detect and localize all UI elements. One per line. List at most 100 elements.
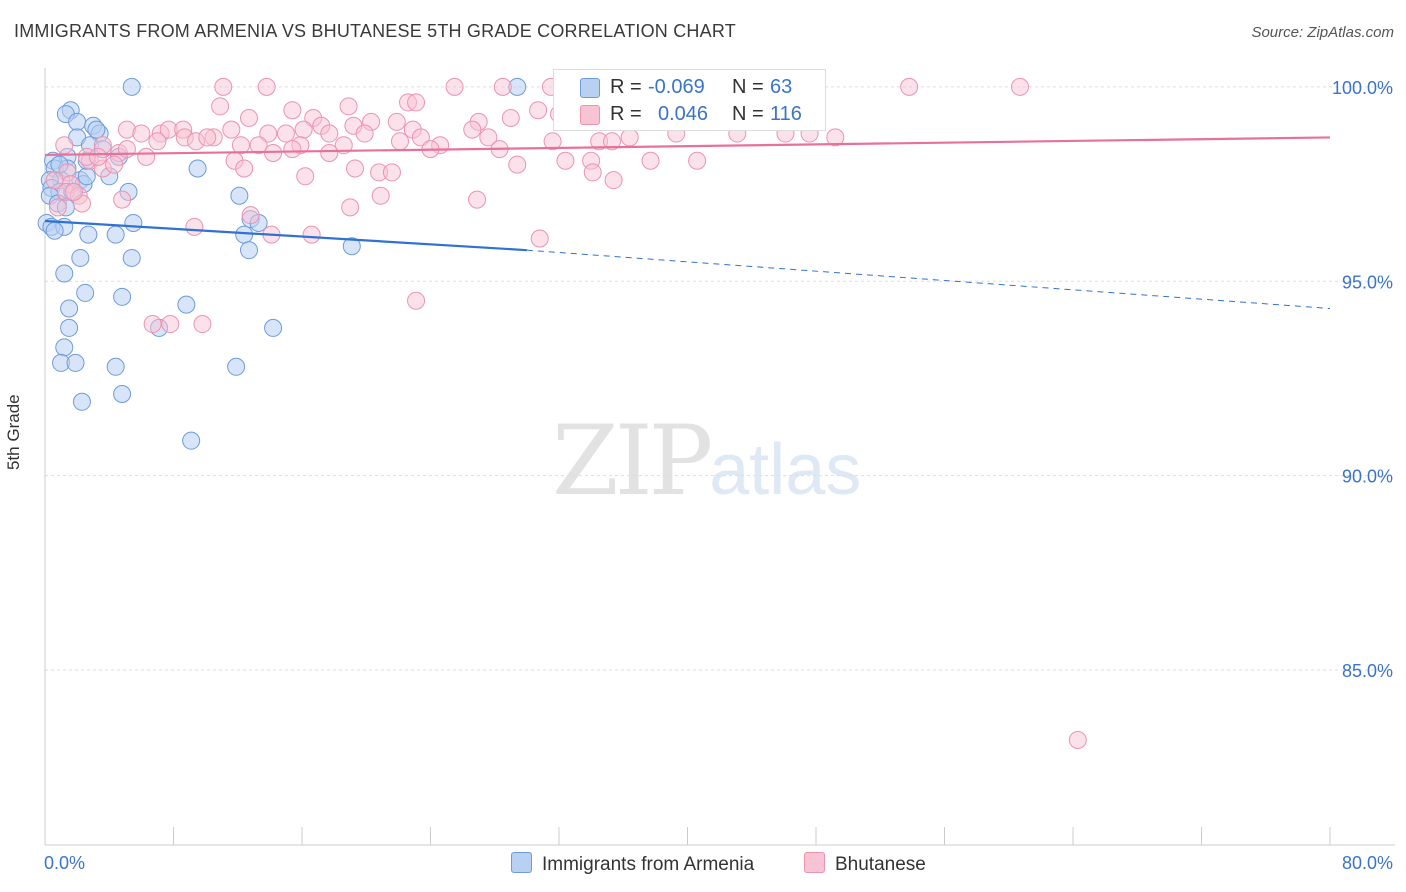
zipatlas-watermark: ZIPatlas: [552, 405, 861, 517]
armenia-point: [113, 385, 132, 404]
bhutanese-point: [283, 101, 302, 120]
bhutanese-point: [341, 198, 360, 217]
y-tick-label: 85.0%: [1342, 661, 1393, 681]
bhutanese-point: [334, 136, 353, 155]
bhutanese-point: [479, 128, 498, 147]
bhutanese-point: [603, 132, 622, 151]
bhutanese-point: [235, 159, 254, 178]
bhutanese-point: [508, 155, 527, 174]
bhutanese-point: [407, 93, 426, 112]
bhutanese-point: [529, 101, 548, 120]
bhutanese-point: [132, 124, 151, 143]
bhutanese-point: [339, 97, 358, 116]
bhutanese-point: [148, 132, 167, 151]
bhutanese-point: [276, 124, 295, 143]
bhutanese-point: [302, 225, 321, 244]
bhutanese-point: [185, 217, 204, 236]
bhutanese-point: [320, 124, 339, 143]
y-tick-label: 100.0%: [1332, 78, 1393, 98]
series-bhutanese-points: [45, 77, 1087, 750]
bhutanese-point: [583, 163, 602, 182]
armenia-trend-extension: [526, 249, 1331, 309]
legend-n-label: N =: [732, 103, 764, 125]
armenia-point: [76, 283, 95, 302]
axes: [44, 68, 1395, 846]
armenia-point: [227, 357, 246, 376]
armenia-point: [177, 295, 196, 314]
bhutanese-point: [55, 136, 74, 155]
bhutanese-point: [222, 120, 241, 139]
bhutanese-point: [445, 77, 464, 96]
x-tick-label: 0.0%: [44, 853, 85, 873]
y-tick-label: 95.0%: [1342, 272, 1393, 292]
watermark-zip: ZIP: [552, 405, 713, 517]
armenia-point: [55, 338, 74, 357]
bhutanese-point: [463, 120, 482, 139]
armenia-point: [77, 167, 96, 186]
bhutanese-point: [239, 108, 258, 127]
chart-source: Source: ZipAtlas.com: [1251, 24, 1394, 41]
armenia-point: [124, 213, 143, 232]
bhutanese-point: [198, 128, 217, 147]
armenia-point: [71, 248, 90, 267]
bhutanese-point: [641, 151, 660, 170]
watermark-atlas: atlas: [709, 430, 862, 510]
bhutanese-point: [117, 140, 136, 159]
bottom-legend-armenia: Immigrants from Armenia: [511, 852, 754, 876]
bhutanese-point: [390, 132, 409, 151]
bhutanese-point: [543, 132, 562, 151]
y-tick-label: 90.0%: [1342, 467, 1393, 487]
bhutanese-point: [320, 143, 339, 162]
armenia-point: [45, 221, 64, 240]
bhutanese-point: [468, 190, 487, 209]
armenia-point: [79, 225, 98, 244]
armenia-point: [68, 112, 87, 131]
bhutanese-point: [48, 198, 67, 217]
bhutanese-point: [346, 159, 365, 178]
legend-r-value: -0.069: [648, 76, 705, 98]
tick-labels: 85.0% 90.0% 95.0% 100.0% 0.0% 80.0%: [44, 78, 1393, 873]
bhutanese-point: [241, 206, 260, 225]
bhutanese-point: [137, 147, 156, 166]
bhutanese-point: [105, 155, 124, 174]
bhutanese-point: [826, 128, 845, 147]
bhutanese-point: [249, 136, 268, 155]
bhutanese-point: [382, 163, 401, 182]
bhutanese-point: [143, 315, 162, 334]
bhutanese-point: [371, 186, 390, 205]
x-tick-label: 80.0%: [1342, 853, 1393, 873]
bhutanese-point: [257, 77, 276, 96]
bottom-legend-label: Immigrants from Armenia: [542, 854, 755, 875]
bhutanese-point: [387, 112, 406, 131]
bhutanese-point: [407, 291, 426, 310]
armenia-point: [264, 318, 283, 337]
legend-n-value: 63: [770, 76, 793, 98]
bhutanese-point: [113, 190, 132, 209]
bhutanese-point: [64, 182, 83, 201]
armenia-point: [239, 241, 258, 260]
armenia-point: [122, 77, 141, 96]
bhutanese-point: [493, 77, 512, 96]
bhutanese-point: [214, 77, 233, 96]
bhutanese-point: [556, 151, 575, 170]
bhutanese-point: [45, 171, 64, 190]
armenia-point: [182, 431, 201, 450]
armenia-point: [106, 357, 125, 376]
armenia-point: [66, 353, 85, 372]
bottom-legend-swatch-blue: [511, 852, 532, 873]
bhutanese-point: [283, 140, 302, 159]
bhutanese-point: [294, 120, 313, 139]
armenia-point: [55, 264, 74, 283]
bhutanese-point: [900, 77, 919, 96]
bhutanese-point: [231, 136, 250, 155]
legend-n-value: 116: [770, 103, 802, 125]
bhutanese-point: [89, 147, 108, 166]
bhutanese-point: [501, 108, 520, 127]
bhutanese-point: [161, 315, 180, 334]
bhutanese-point: [620, 128, 639, 147]
armenia-point: [72, 392, 91, 411]
legend-r-value: 0.046: [658, 103, 709, 125]
bhutanese-point: [411, 128, 430, 147]
legend-r-label: R =: [610, 76, 642, 98]
